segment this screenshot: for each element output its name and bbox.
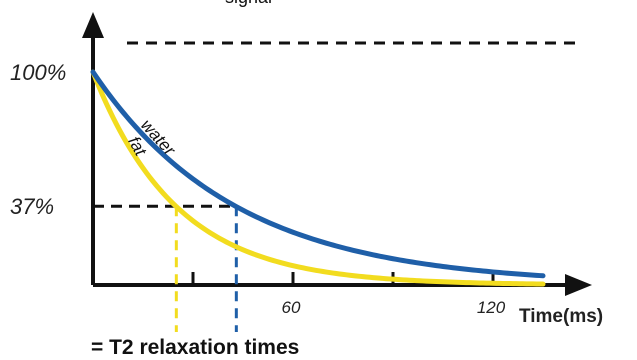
caption: = T2 relaxation times	[91, 336, 299, 359]
y-level-label-100: 100%	[10, 60, 66, 85]
x-tick-label-120: 120	[477, 298, 506, 317]
x-tick-label-60: 60	[282, 298, 301, 317]
curve-water	[90, 69, 546, 279]
curve-fat	[90, 69, 546, 287]
y-axis-arrow	[82, 12, 104, 38]
x-axis-arrow	[565, 274, 592, 296]
y-level-label-37: 37%	[10, 194, 54, 219]
x-axis-title: Time(ms)	[519, 306, 603, 327]
top-partial-text: signal	[225, 0, 272, 7]
